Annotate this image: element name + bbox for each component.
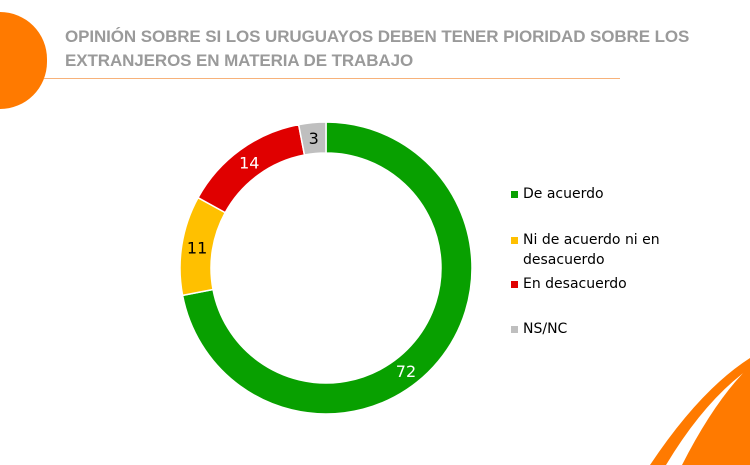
legend-item-ni-de-acuerdo: Ni de acuerdo ni en desacuerdo (511, 230, 661, 270)
data-label: 72 (396, 362, 416, 381)
legend-swatch (511, 191, 518, 198)
data-label: 11 (187, 239, 207, 258)
legend-label: NS/NC (523, 321, 568, 337)
legend-item-ns-nc: NS/NC (511, 319, 711, 339)
legend-label: Ni de acuerdo ni en desacuerdo (523, 232, 660, 268)
data-label: 3 (309, 129, 319, 148)
legend-swatch (511, 237, 518, 244)
title-divider (44, 78, 620, 79)
slice-de-acuerdo (181, 121, 473, 415)
legend-swatch (511, 326, 518, 333)
data-label: 14 (239, 153, 259, 172)
legend-item-de-acuerdo: De acuerdo (511, 184, 711, 204)
legend-label: En desacuerdo (523, 276, 627, 292)
chart-title: OPINIÓN SOBRE SI LOS URUGUAYOS DEBEN TEN… (65, 27, 690, 70)
legend-item-en-desacuerdo: En desacuerdo (511, 274, 711, 294)
slice-ns-nc (297, 121, 327, 156)
legend-swatch (511, 281, 518, 288)
legend-label: De acuerdo (523, 186, 604, 202)
